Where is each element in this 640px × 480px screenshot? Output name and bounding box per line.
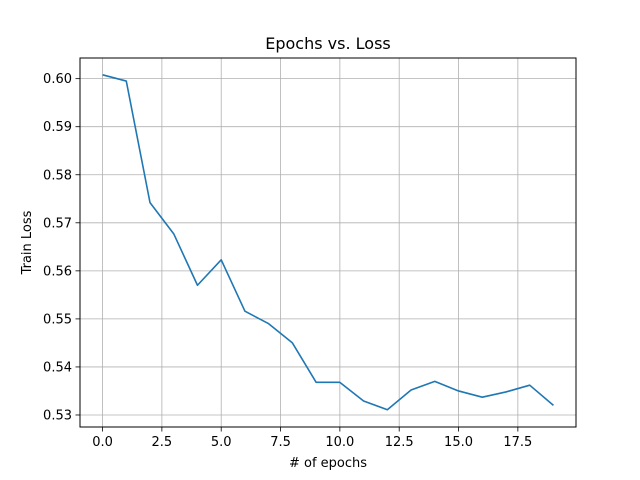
y-tick-label: 0.59 — [43, 120, 72, 135]
y-axis-ticks: 0.53 0.54 0.55 0.56 0.57 0.58 0.59 0.60 — [43, 72, 80, 423]
y-axis-label: Train Loss — [20, 210, 35, 275]
chart-title: Epochs vs. Loss — [265, 34, 390, 53]
y-tick-label: 0.56 — [43, 264, 72, 279]
x-tick-label: 7.5 — [270, 435, 291, 450]
x-tick-label: 10.0 — [325, 435, 354, 450]
x-axis-ticks: 0.0 2.5 5.0 7.5 10.0 12.5 15.0 17.5 — [92, 427, 532, 450]
y-tick-label: 0.53 — [43, 408, 72, 423]
y-tick-label: 0.57 — [43, 216, 72, 231]
y-tick-label: 0.54 — [43, 360, 72, 375]
grid — [80, 58, 576, 427]
x-tick-label: 0.0 — [92, 435, 113, 450]
y-tick-label: 0.55 — [43, 312, 72, 327]
y-tick-label: 0.58 — [43, 168, 72, 183]
x-tick-label: 17.5 — [503, 435, 532, 450]
x-tick-label: 5.0 — [211, 435, 232, 450]
loss-line — [102, 74, 554, 411]
x-axis-label: # of epochs — [289, 456, 367, 471]
x-tick-label: 15.0 — [444, 435, 473, 450]
series-layer — [102, 74, 554, 411]
x-tick-label: 12.5 — [385, 435, 414, 450]
x-tick-label: 2.5 — [152, 435, 173, 450]
plot-frame — [79, 57, 577, 428]
y-tick-label: 0.60 — [43, 72, 72, 87]
